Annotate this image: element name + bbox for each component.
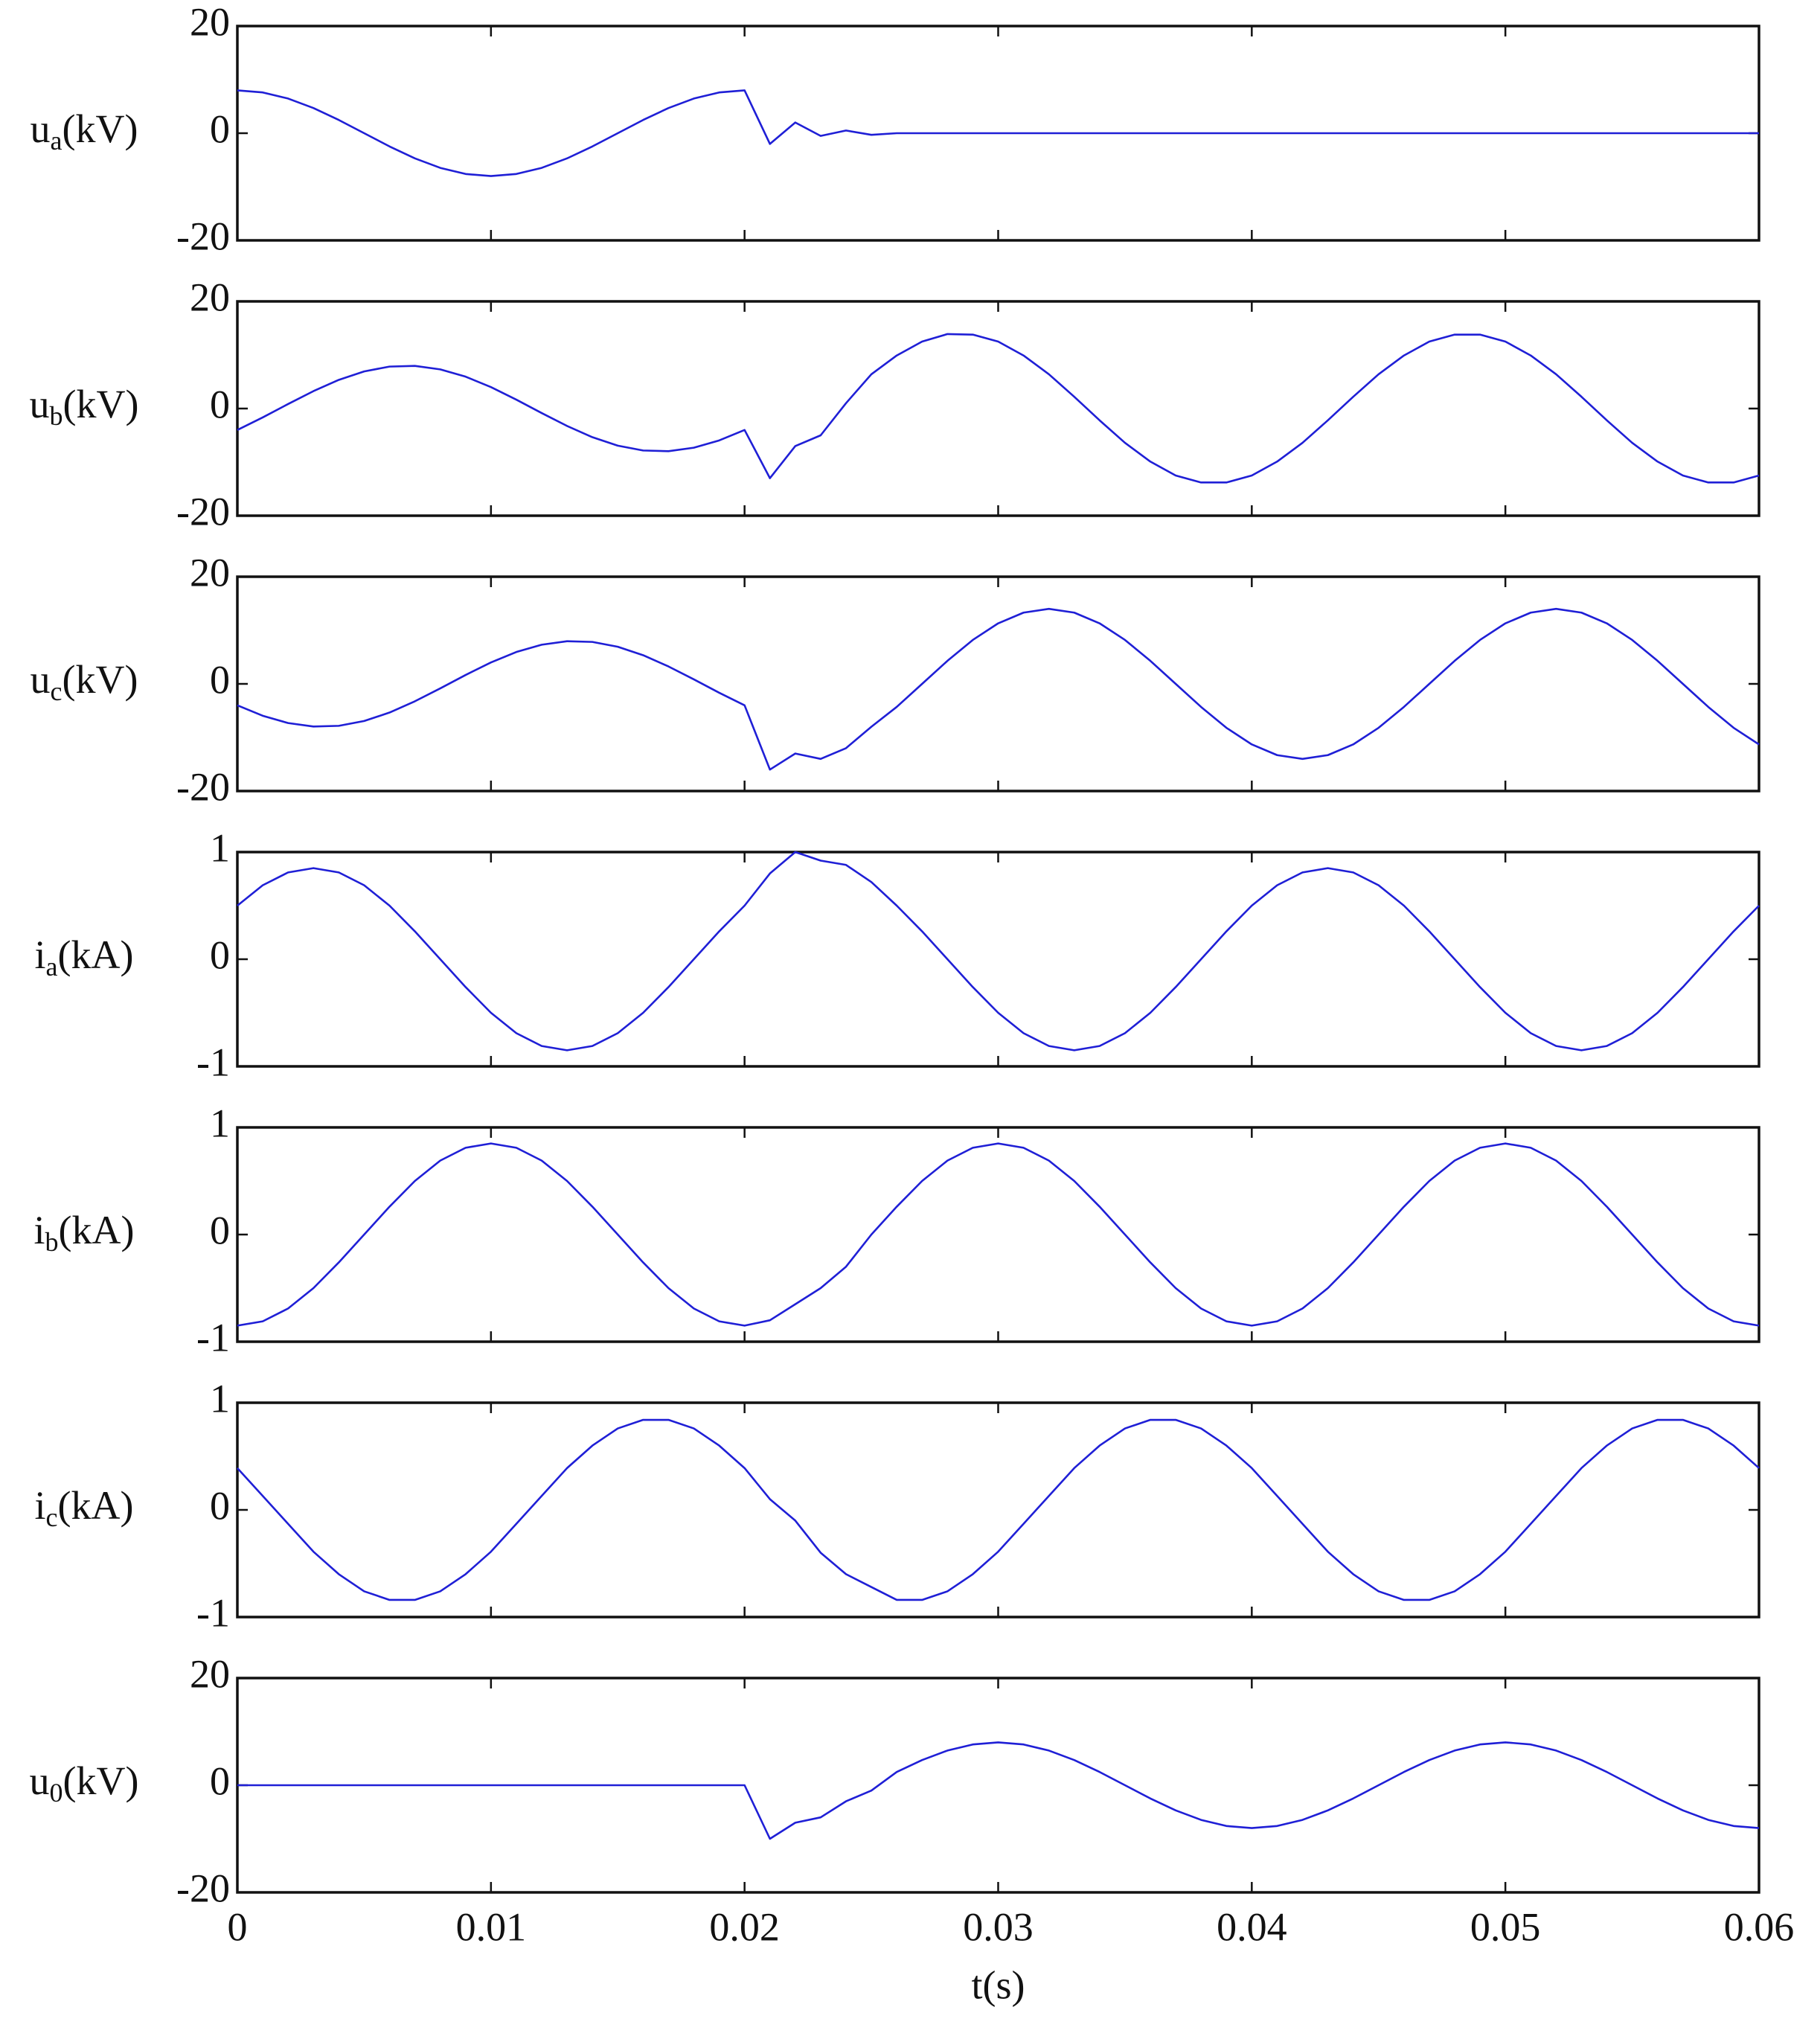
y-tick-label: 1 (210, 825, 230, 870)
y-tick-label: 0 (210, 1483, 230, 1528)
plot-frame (236, 851, 1760, 1068)
y-tick-label: -1 (196, 1040, 230, 1084)
line-trace (237, 1418, 1760, 1601)
x-tick-label: 0.05 (1470, 1904, 1541, 1949)
y-axis-label: ua(kV) (31, 106, 138, 156)
y-label-part: u (30, 382, 50, 426)
y-tick-label: -1 (196, 1590, 230, 1635)
line-trace (237, 607, 1760, 771)
y-label-part: (kA) (58, 932, 134, 977)
y-axis-label: uc(kV) (31, 657, 138, 706)
y-tick-label: -1 (196, 1315, 230, 1360)
y-label-part: i (35, 932, 46, 977)
y-label-part: u (31, 657, 51, 702)
plot-frame (236, 300, 1760, 517)
y-tick-label: 20 (190, 0, 230, 44)
y-tick-label: 1 (210, 1376, 230, 1421)
x-tick-label: 0.03 (963, 1904, 1034, 1949)
y-axis-label: ia(kA) (35, 932, 134, 982)
y-label-part: (kV) (63, 106, 138, 151)
y-label-subscript: a (46, 952, 58, 982)
x-tick-label: 0.06 (1724, 1904, 1795, 1949)
x-tick-label: 0 (228, 1904, 248, 1949)
y-axis-label: u0(kV) (30, 1758, 139, 1808)
plot-frame (236, 1401, 1760, 1619)
y-tick-label: 1 (210, 1101, 230, 1145)
line-trace (237, 1142, 1760, 1327)
y-label-part: i (35, 1483, 46, 1528)
subplot: uc(kV) -20 0 20 (31, 550, 1760, 809)
y-label-part: u (31, 106, 51, 151)
y-label-part: (kV) (63, 1758, 139, 1803)
x-axis-label: t(s) (972, 1962, 1025, 2007)
subplot: ib(kA) -1 0 1 (34, 1101, 1760, 1360)
line-trace (237, 89, 1759, 177)
y-label-part: i (34, 1208, 45, 1252)
y-label-part: (kV) (63, 382, 139, 426)
line-trace (237, 333, 1760, 484)
y-tick-label: 20 (190, 275, 230, 319)
y-axis-label: ub(kV) (30, 382, 139, 431)
subplot: ub(kV) -20 0 20 (30, 275, 1760, 534)
line-trace (237, 1741, 1760, 1840)
y-label-subscript: b (45, 1227, 59, 1257)
subplot: ua(kV) -20 0 20 (31, 0, 1760, 258)
line-trace (237, 851, 1760, 1051)
y-tick-label: 20 (190, 1651, 230, 1696)
y-tick-label: 0 (210, 382, 230, 426)
y-axis-label: ib(kA) (34, 1208, 135, 1257)
y-tick-label: 0 (210, 657, 230, 702)
y-label-subscript: 0 (50, 1778, 63, 1808)
y-label-subscript: c (51, 676, 63, 706)
y-tick-label: 20 (190, 550, 230, 595)
x-tick-label: 0.02 (709, 1904, 780, 1949)
subplot: ic(kA) -1 0 1 (35, 1376, 1760, 1635)
x-tick-label: 0.04 (1217, 1904, 1287, 1949)
y-label-part: u (30, 1758, 50, 1803)
y-label-part: (kA) (59, 1208, 135, 1252)
y-tick-label: 0 (210, 1758, 230, 1803)
x-tick-label: 0.01 (456, 1904, 527, 1949)
y-tick-label: -20 (176, 1866, 230, 1910)
y-label-part: (kV) (63, 657, 138, 702)
y-label-part: (kA) (58, 1483, 134, 1528)
y-label-subscript: b (50, 401, 63, 431)
y-tick-label: 0 (210, 932, 230, 977)
y-tick-label: 0 (210, 1208, 230, 1252)
y-label-subscript: a (51, 126, 63, 156)
y-tick-label: -20 (176, 764, 230, 809)
plot-frame (236, 575, 1760, 793)
y-tick-label: -20 (176, 489, 230, 534)
y-axis-label: ic(kA) (35, 1483, 134, 1532)
subplot: ia(kA) -1 0 1 (35, 825, 1760, 1084)
y-tick-label: -20 (176, 214, 230, 258)
y-label-subscript: c (46, 1502, 58, 1532)
plot-frame (236, 1126, 1760, 1343)
y-tick-label: 0 (210, 106, 230, 151)
